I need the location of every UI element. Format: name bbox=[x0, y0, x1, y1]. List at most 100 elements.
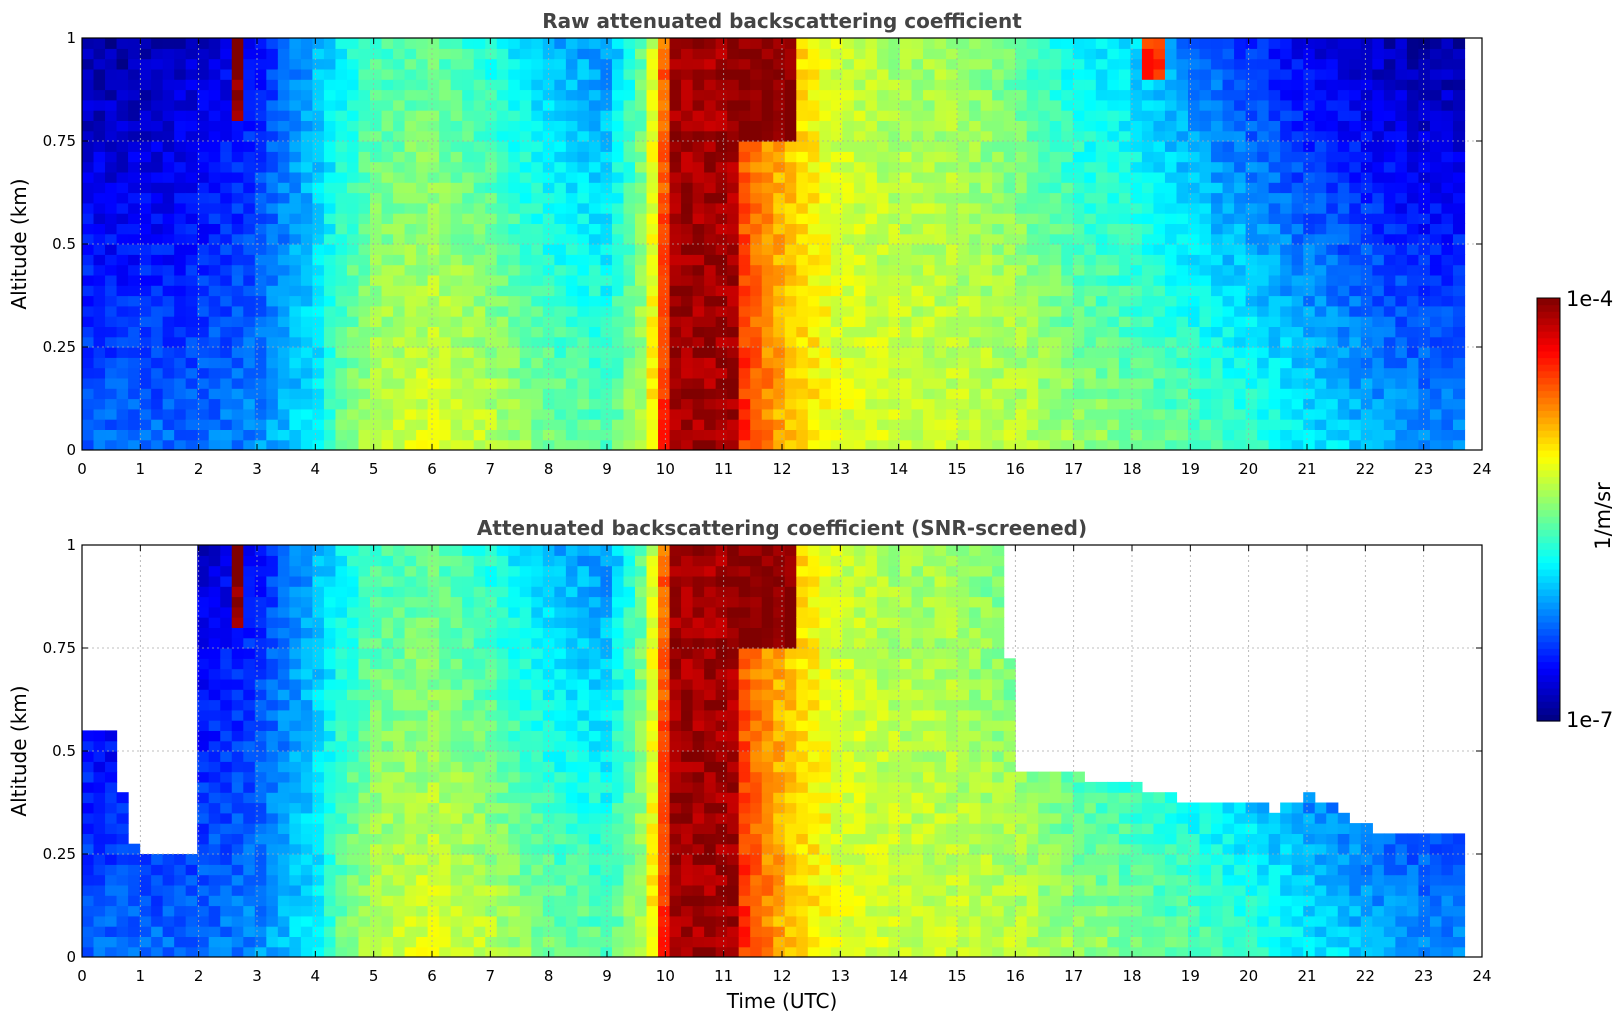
heat-cell bbox=[1406, 336, 1420, 348]
heat-cell bbox=[669, 182, 682, 194]
heat-cell bbox=[300, 38, 314, 49]
heat-cell bbox=[231, 89, 244, 101]
heat-cell bbox=[289, 326, 302, 338]
heat-cell bbox=[1268, 233, 1281, 245]
heat-cell bbox=[1418, 213, 1431, 224]
heat-cell bbox=[1303, 223, 1316, 235]
heat-cell bbox=[761, 68, 774, 80]
heat-cell bbox=[1314, 202, 1327, 214]
heat-cell bbox=[185, 336, 198, 348]
heat-cell bbox=[1130, 439, 1143, 450]
heat-cell bbox=[1176, 79, 1189, 91]
heat-cell bbox=[899, 264, 913, 276]
heat-cell bbox=[450, 367, 463, 379]
heat-cell bbox=[1015, 151, 1028, 163]
heat-cell bbox=[1395, 120, 1408, 132]
heat-cell bbox=[197, 377, 210, 389]
heat-cell bbox=[1452, 38, 1466, 49]
heat-cell bbox=[1418, 357, 1431, 369]
heat-cell bbox=[93, 305, 106, 317]
heat-cell bbox=[1291, 285, 1304, 297]
heat-cell bbox=[888, 377, 901, 389]
heat-cell bbox=[323, 151, 337, 163]
heat-cell bbox=[842, 244, 855, 255]
heat-cell bbox=[611, 99, 625, 111]
heat-cell bbox=[358, 274, 371, 286]
heat-cell bbox=[658, 367, 671, 379]
heat-cell bbox=[162, 398, 175, 410]
heat-cell bbox=[980, 192, 993, 204]
heat-cell bbox=[750, 161, 763, 173]
heat-cell bbox=[899, 120, 913, 132]
heat-cell bbox=[727, 274, 740, 286]
heat-cell bbox=[300, 347, 314, 358]
heat-cell bbox=[1360, 233, 1373, 245]
heat-cell bbox=[911, 151, 924, 163]
heat-cell bbox=[853, 233, 867, 245]
heat-cell bbox=[1141, 161, 1155, 173]
heat-cell bbox=[358, 244, 371, 255]
heat-cell bbox=[1164, 336, 1178, 348]
heat-cell bbox=[508, 419, 521, 430]
heat-cell bbox=[681, 171, 694, 183]
heat-cell bbox=[473, 151, 486, 163]
heat-cell bbox=[300, 99, 314, 111]
heat-cell bbox=[830, 202, 843, 214]
heat-cell bbox=[819, 141, 832, 152]
heat-cell bbox=[105, 213, 118, 224]
heat-cell bbox=[416, 264, 429, 276]
heat-cell bbox=[473, 419, 486, 430]
heat-cell bbox=[692, 357, 705, 369]
heat-cell bbox=[957, 326, 970, 338]
heat-cell bbox=[185, 244, 198, 255]
heat-cell bbox=[1141, 429, 1155, 441]
heat-cell bbox=[853, 439, 867, 450]
heat-cell bbox=[381, 336, 394, 348]
heat-cell bbox=[773, 336, 786, 348]
heat-cell bbox=[635, 38, 648, 49]
heat-cell bbox=[1268, 58, 1281, 70]
heat-cell bbox=[888, 79, 901, 91]
heat-cell bbox=[554, 171, 567, 183]
heat-cell bbox=[105, 874, 118, 886]
y-tick-label: 0 bbox=[66, 441, 76, 459]
heat-cell bbox=[1337, 388, 1350, 400]
heat-cell bbox=[635, 316, 648, 327]
heat-cell bbox=[1095, 141, 1108, 152]
heat-cell bbox=[162, 141, 175, 152]
heat-cell bbox=[231, 398, 244, 410]
heat-cell bbox=[1072, 68, 1085, 80]
heat-cell bbox=[174, 295, 187, 307]
heat-cell bbox=[439, 377, 452, 389]
heat-cell bbox=[611, 274, 625, 286]
heat-cell bbox=[289, 367, 302, 379]
heat-cell bbox=[370, 223, 383, 235]
heat-cell bbox=[1349, 89, 1362, 101]
heat-cell bbox=[681, 79, 694, 91]
heat-cell bbox=[554, 326, 567, 338]
heat-cell bbox=[692, 408, 705, 420]
heat-cell bbox=[266, 68, 279, 80]
heat-cell bbox=[93, 823, 106, 834]
heat-cell bbox=[381, 48, 394, 60]
heat-cell bbox=[1245, 326, 1258, 338]
heat-cell bbox=[462, 171, 475, 183]
heat-cell bbox=[393, 58, 406, 70]
heat-cell bbox=[1303, 202, 1316, 214]
heat-cell bbox=[93, 357, 106, 369]
heat-cell bbox=[289, 68, 302, 80]
heat-cell bbox=[162, 305, 175, 317]
heat-cell bbox=[807, 347, 820, 358]
heat-cell bbox=[923, 48, 936, 60]
heat-cell bbox=[554, 295, 567, 307]
heat-cell bbox=[692, 244, 705, 255]
heat-cell bbox=[197, 274, 210, 286]
heat-cell bbox=[1257, 182, 1270, 194]
heat-cell bbox=[1176, 357, 1189, 369]
heat-cell bbox=[335, 233, 348, 245]
heat-cell bbox=[1026, 305, 1039, 317]
heat-cell bbox=[1118, 264, 1131, 276]
heat-cell bbox=[1003, 357, 1016, 369]
heat-cell bbox=[439, 274, 452, 286]
heat-cell bbox=[658, 141, 671, 152]
